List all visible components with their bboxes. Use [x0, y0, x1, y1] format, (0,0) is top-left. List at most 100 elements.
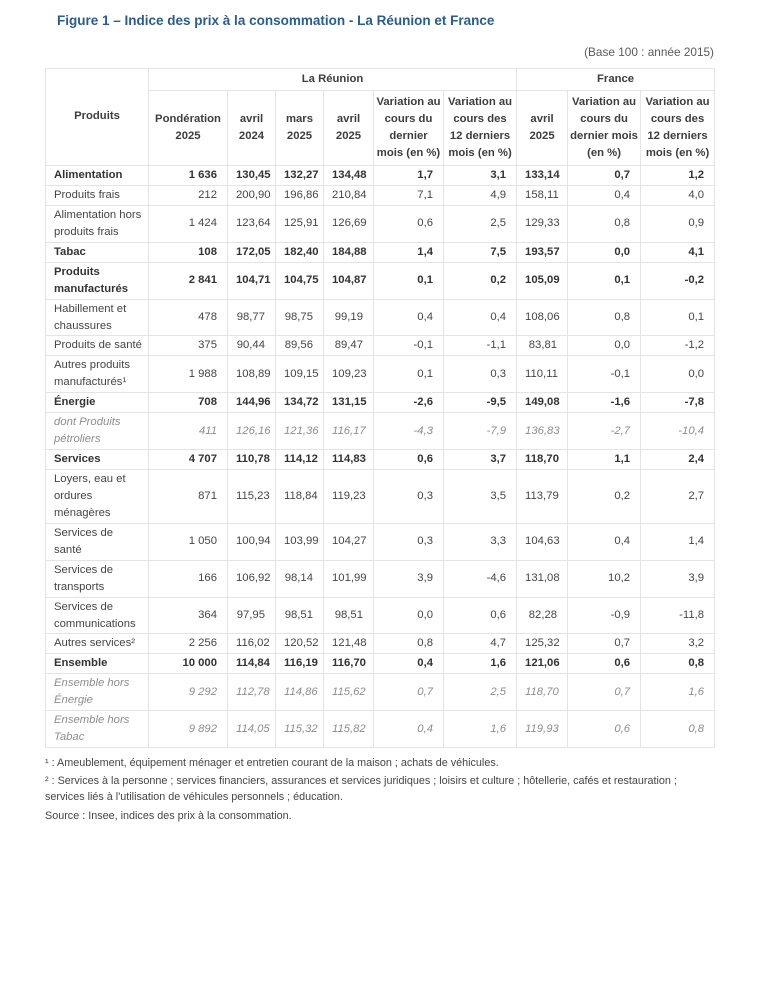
column-header-mars-2025: mars 2025	[275, 90, 324, 166]
row-label: Énergie	[45, 392, 149, 414]
cell-value: 4,9	[442, 184, 518, 206]
cell-value: 1,7	[373, 165, 444, 186]
cell-value: 1,2	[640, 165, 716, 186]
row-label: Ensemble hors Tabac	[45, 710, 149, 749]
cell-value: 129,33	[516, 204, 569, 243]
cell-value: -9,5	[442, 392, 518, 414]
cell-value: 114,12	[275, 449, 324, 470]
cell-value: 1 988	[148, 355, 228, 394]
cell-value: 105,09	[516, 261, 569, 300]
cell-value: 0,7	[567, 673, 642, 712]
cell-value: 0,0	[640, 355, 716, 394]
cell-value: 83,81	[516, 335, 569, 357]
row-label: Autres services²	[45, 633, 149, 655]
footnote-2: ² : Services à la personne ; services fi…	[45, 775, 677, 804]
cell-value: 104,71	[227, 261, 276, 300]
cell-value: 118,70	[516, 449, 569, 470]
cell-value: 0,2	[442, 261, 518, 300]
row-label: Produits manufacturés	[45, 261, 149, 300]
cell-value: 0,4	[373, 653, 444, 675]
cell-value: 0,4	[373, 710, 444, 749]
column-header-variation-mois-reunion: Variation au cours du dernier mois (en %…	[373, 90, 444, 166]
cell-value: 116,17	[323, 412, 374, 451]
cell-value: 133,14	[516, 165, 569, 186]
cell-value: 0,1	[373, 355, 444, 394]
cell-value: 0,4	[373, 298, 444, 337]
cell-value: 2 256	[148, 633, 228, 655]
row-label: Alimentation hors produits frais	[45, 204, 149, 243]
cell-value: 0,8	[640, 653, 716, 675]
cell-value: 90,44	[227, 335, 276, 357]
cell-value: 82,28	[516, 596, 569, 635]
cell-value: 1 424	[148, 204, 228, 243]
cell-value: -0,1	[567, 355, 642, 394]
cell-value: -4,6	[442, 559, 518, 598]
cell-value: -1,2	[640, 335, 716, 357]
cell-value: 104,63	[516, 522, 569, 561]
cell-value: 4,0	[640, 184, 716, 206]
column-header-variation-12mois-france: Variation au cours des 12 derniers mois …	[640, 90, 716, 166]
cell-value: 125,32	[516, 633, 569, 655]
cell-value: 196,86	[275, 184, 324, 206]
cell-value: -7,8	[640, 392, 716, 414]
cell-value: 98,14	[275, 559, 324, 598]
cell-value: 0,4	[567, 522, 642, 561]
cell-value: 10 000	[148, 653, 228, 675]
cell-value: 0,1	[567, 261, 642, 300]
table-row: Ensemble 10 000 114,84 116,19 116,70 0,4 1,6 12…	[45, 653, 716, 675]
cell-value: 0,8	[567, 204, 642, 243]
cell-value: -0,9	[567, 596, 642, 635]
figure-title: Figure 1 – Indice des prix à la consomma…	[57, 13, 495, 28]
table-row: Ensemble hors Énergie 9 292 112,78 114,86 11…	[45, 673, 716, 712]
cell-value: 1,6	[442, 653, 518, 675]
cell-value: 0,8	[567, 298, 642, 337]
cell-value: 108,06	[516, 298, 569, 337]
table-row: Habillement et chaussures 478 98,77 98,75 99…	[45, 298, 716, 337]
cell-value: 1,6	[640, 673, 716, 712]
cell-value: 212	[148, 184, 228, 206]
cell-value: -1,1	[442, 335, 518, 357]
table-body: Alimentation 1 636 130,45 132,27 134,48 1,7 3,…	[45, 165, 716, 749]
cell-value: 115,62	[323, 673, 374, 712]
cell-value: 0,1	[640, 298, 716, 337]
cell-value: 115,32	[275, 710, 324, 749]
cell-value: 3,5	[442, 469, 518, 524]
cell-value: 101,99	[323, 559, 374, 598]
cell-value: 1 050	[148, 522, 228, 561]
cell-value: 113,79	[516, 469, 569, 524]
cell-value: 109,23	[323, 355, 374, 394]
cell-value: 119,93	[516, 710, 569, 749]
table-row: dont Produits pétroliers 411 126,16 121,36 1…	[45, 412, 716, 451]
cell-value: 103,99	[275, 522, 324, 561]
cell-value: 3,3	[442, 522, 518, 561]
row-label: dont Produits pétroliers	[45, 412, 149, 451]
group-header-row: Produits La Réunion France	[45, 67, 716, 166]
figure-page: Figure 1 – Indice des prix à la consomma…	[45, 13, 716, 822]
table-row: Produits de santé 375 90,44 89,56 89,47 -0,1-…	[45, 335, 716, 357]
cell-value: 200,90	[227, 184, 276, 206]
cell-value: 158,11	[516, 184, 569, 206]
column-header-ponderation: Pondération 2025	[148, 90, 228, 166]
cell-value: 0,8	[640, 710, 716, 749]
cell-value: 126,69	[323, 204, 374, 243]
cell-value: 7,1	[373, 184, 444, 206]
column-header-avril-2024: avril 2024	[227, 90, 276, 166]
cell-value: 0,1	[373, 261, 444, 300]
cell-value: 871	[148, 469, 228, 524]
cell-value: -4,3	[373, 412, 444, 451]
cell-value: 114,83	[323, 449, 374, 470]
cell-value: 136,83	[516, 412, 569, 451]
cell-value: 3,7	[442, 449, 518, 470]
row-label: Ensemble	[45, 653, 149, 675]
row-label: Loyers, eau et ordures ménagères	[45, 469, 149, 524]
cell-value: 0,6	[373, 449, 444, 470]
table-row: Énergie 708 144,96 134,72 131,15 -2,6 -9,5 149,…	[45, 392, 716, 414]
cell-value: 0,0	[567, 335, 642, 357]
cell-value: 9 292	[148, 673, 228, 712]
column-header-avril-2025-reunion: avril 2025	[323, 90, 374, 166]
cell-value: -1,6	[567, 392, 642, 414]
cell-value: 114,84	[227, 653, 276, 675]
source-note: Source : Insee, indices des prix à la co…	[45, 809, 292, 822]
cell-value: 115,82	[323, 710, 374, 749]
row-label: Services de santé	[45, 522, 149, 561]
